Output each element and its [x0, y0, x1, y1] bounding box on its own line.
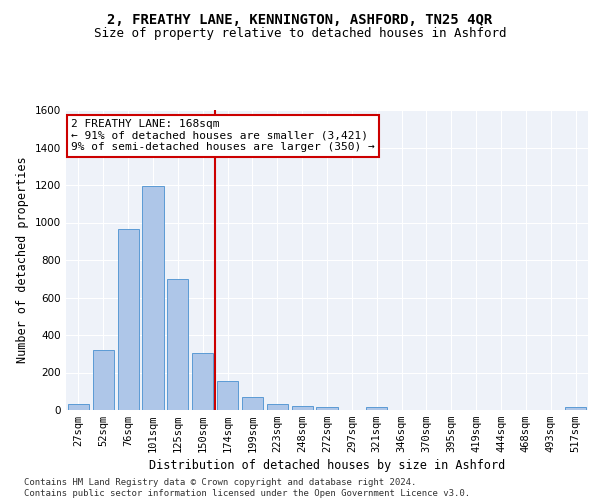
Bar	[167, 279, 188, 410]
Bar	[366, 407, 387, 410]
Bar	[217, 381, 238, 410]
Bar	[565, 407, 586, 410]
Bar	[68, 404, 89, 410]
Bar	[292, 406, 313, 410]
Bar	[142, 186, 164, 410]
Bar	[118, 229, 139, 410]
Bar	[267, 404, 288, 410]
Text: 2 FREATHY LANE: 168sqm
← 91% of detached houses are smaller (3,421)
9% of semi-d: 2 FREATHY LANE: 168sqm ← 91% of detached…	[71, 119, 375, 152]
Bar	[316, 407, 338, 410]
X-axis label: Distribution of detached houses by size in Ashford: Distribution of detached houses by size …	[149, 460, 505, 472]
Bar	[192, 353, 213, 410]
Text: Contains HM Land Registry data © Crown copyright and database right 2024.
Contai: Contains HM Land Registry data © Crown c…	[24, 478, 470, 498]
Bar	[242, 397, 263, 410]
Text: 2, FREATHY LANE, KENNINGTON, ASHFORD, TN25 4QR: 2, FREATHY LANE, KENNINGTON, ASHFORD, TN…	[107, 12, 493, 26]
Bar	[93, 350, 114, 410]
Y-axis label: Number of detached properties: Number of detached properties	[16, 156, 29, 364]
Text: Size of property relative to detached houses in Ashford: Size of property relative to detached ho…	[94, 28, 506, 40]
